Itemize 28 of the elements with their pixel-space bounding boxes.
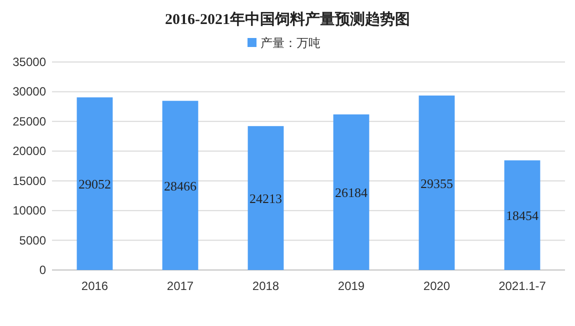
legend-label: 产量：万吨 [260,36,320,50]
bar [504,160,540,270]
y-tick-label: 15000 [12,174,46,188]
y-tick-label: 25000 [12,114,46,128]
x-tick-label: 2018 [252,279,280,293]
y-tick-label: 30000 [12,84,46,99]
y-tick-label: 0 [39,263,46,277]
data-label: 26184 [335,185,368,200]
x-tick-label: 2020 [423,279,450,293]
y-tick-label: 35000 [12,55,46,69]
bar [333,114,370,270]
bar [162,100,198,270]
bar [76,97,113,270]
data-label: 29052 [78,176,111,192]
x-tick-label: 2019 [338,279,365,293]
y-tick-label: 20000 [12,144,46,158]
bar [248,126,284,270]
data-label: 18454 [506,208,539,224]
data-label: 28466 [164,178,197,194]
x-tick-label: 2016 [81,279,108,293]
y-tick-label: 5000 [19,233,46,248]
chart-title: 2016-2021年中国饲料产量预测趋势图 [165,11,410,28]
y-tick-label: 10000 [12,204,46,218]
bar [418,96,455,270]
x-tick-label: 2017 [166,279,194,293]
data-label: 29355 [420,176,453,191]
x-tick-label: 2021.1-7 [498,279,546,293]
data-label: 24213 [250,191,282,206]
